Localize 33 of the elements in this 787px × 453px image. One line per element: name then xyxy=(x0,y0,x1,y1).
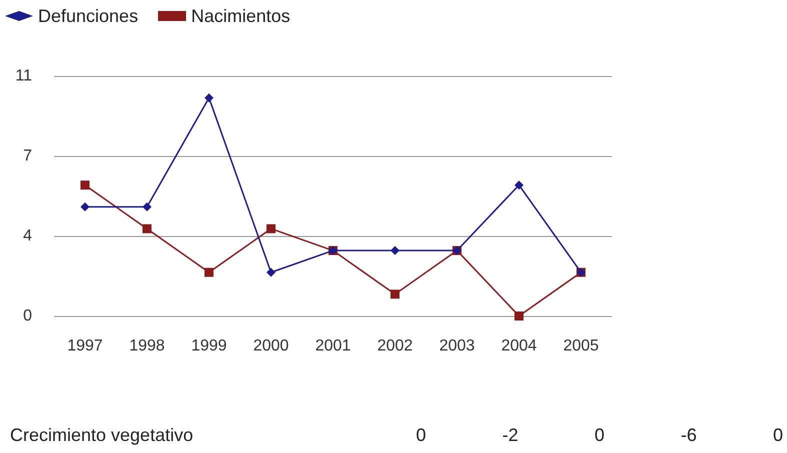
y-tick-label: 11 xyxy=(15,68,32,84)
text: 0 xyxy=(416,425,426,446)
text: 0 xyxy=(772,425,784,446)
y-tick-label: 0 xyxy=(23,308,32,324)
text: -2 xyxy=(502,425,518,446)
point xyxy=(514,180,524,190)
point xyxy=(142,224,152,234)
legend-label: Nacimientos xyxy=(191,6,290,26)
x-tick-label: 2002 xyxy=(377,338,413,354)
point xyxy=(390,290,400,299)
point xyxy=(204,268,214,277)
point xyxy=(80,202,90,212)
x-tick-label: 2004 xyxy=(501,338,537,354)
point xyxy=(80,180,90,190)
y-tick-label: 7 xyxy=(23,148,32,165)
point xyxy=(514,312,524,320)
y-tick-label: 4 xyxy=(23,227,32,244)
point xyxy=(204,93,214,102)
x-tick-label: 1998 xyxy=(129,338,165,354)
text: 0 xyxy=(594,425,605,446)
x-tick-label: 1999 xyxy=(191,338,227,354)
legend-label: Defunciones xyxy=(38,6,138,26)
x-tick-label: 2005 xyxy=(563,338,599,354)
x-tick-label: 2000 xyxy=(253,338,289,354)
x-tick-label: 1997 xyxy=(67,338,103,354)
point xyxy=(266,268,276,277)
text: -6 xyxy=(680,425,697,446)
x-tick-label: 2003 xyxy=(439,338,475,354)
x-tick-label: 2001 xyxy=(315,338,351,354)
point xyxy=(142,202,152,212)
point xyxy=(266,224,276,234)
point xyxy=(390,246,400,256)
text: Crecimiento vegetativo xyxy=(10,425,194,446)
